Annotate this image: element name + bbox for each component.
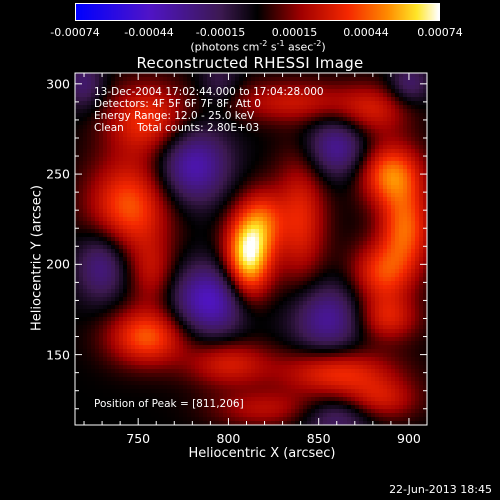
- colorbar: [75, 3, 440, 21]
- annotation-energy: Energy Range: 12.0 - 25.0 keV: [94, 110, 255, 122]
- annotation-peak: Position of Peak = [811,206]: [94, 398, 244, 410]
- colorbar-tick-label: -0.00074: [50, 26, 100, 39]
- y-tick-label: 200: [46, 256, 70, 272]
- y-axis-label: Heliocentric Y (arcsec): [29, 185, 45, 331]
- colorbar-tick-label: 0.00044: [343, 26, 389, 39]
- y-tick-label: 250: [46, 166, 70, 182]
- annotation-detectors: Detectors: 4F 5F 6F 7F 8F, Att 0: [94, 98, 261, 110]
- plot-frame: [74, 72, 428, 426]
- x-tick-label: 850: [306, 431, 331, 446]
- colorbar-tick-label: 0.00015: [271, 26, 318, 39]
- x-tick-label: 900: [397, 431, 421, 446]
- colorbar-units: (photons cm-2 s-1 asec-2): [190, 39, 326, 54]
- chart-title: Reconstructed RHESSI Image: [136, 54, 364, 72]
- colorbar-tick-label: -0.00015: [195, 26, 246, 39]
- colorbar-tick-label: -0.00044: [124, 26, 174, 39]
- y-tick-label: 300: [46, 76, 70, 92]
- x-tick-label: 750: [126, 431, 151, 446]
- axis-tick-marks: [75, 73, 428, 425]
- colorbar-tick-label: 0.00074: [417, 26, 463, 39]
- footer-timestamp: 22-Jun-2013 18:45: [389, 483, 492, 496]
- y-tick-label: 150: [46, 347, 70, 363]
- x-tick-label: 800: [216, 431, 241, 446]
- annotation-time: 13-Dec-2004 17:02:44.000 to 17:04:28.000: [94, 86, 324, 98]
- heatmap-image: [75, 73, 427, 425]
- x-axis-label: Heliocentric X (arcsec): [188, 446, 336, 461]
- annotation-clean: Clean Total counts: 2.80E+03: [94, 122, 260, 134]
